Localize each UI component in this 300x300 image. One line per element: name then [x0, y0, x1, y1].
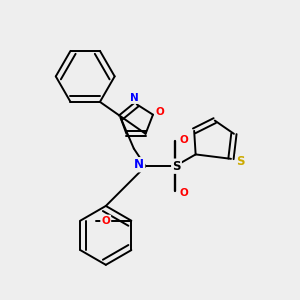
- Text: N: N: [130, 93, 139, 103]
- Text: S: S: [172, 160, 181, 173]
- Text: S: S: [236, 155, 244, 168]
- Text: O: O: [179, 135, 188, 145]
- Text: O: O: [179, 188, 188, 198]
- Text: O: O: [101, 216, 110, 226]
- Text: N: N: [134, 158, 144, 171]
- Text: O: O: [156, 107, 165, 117]
